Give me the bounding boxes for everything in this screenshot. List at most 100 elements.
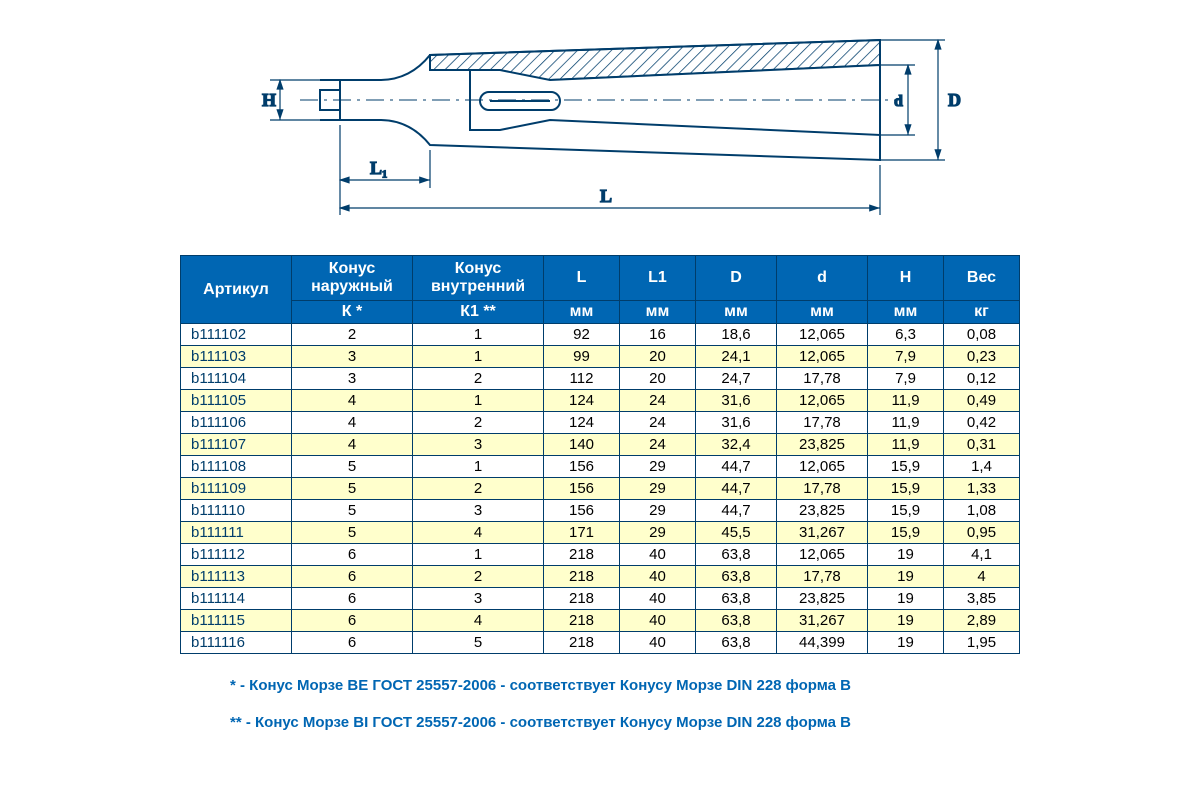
spec-table: АртикулКонус наружныйКонус внутреннийLL1… <box>180 255 1020 654</box>
cell-value: 17,78 <box>777 412 868 434</box>
cell-value: 1,08 <box>944 500 1020 522</box>
cell-value: 29 <box>620 522 696 544</box>
dim-label-H: H <box>262 90 276 110</box>
table-row: b111109521562944,717,7815,91,33 <box>181 478 1020 500</box>
cell-value: 0,49 <box>944 390 1020 412</box>
cell-value: 12,065 <box>777 456 868 478</box>
cell-article: b111113 <box>181 566 292 588</box>
cell-value: 29 <box>620 500 696 522</box>
table-row: b11110221921618,612,0656,30,08 <box>181 324 1020 346</box>
table-row: b11110331992024,112,0657,90,23 <box>181 346 1020 368</box>
col-subheader: мм <box>777 301 868 324</box>
cell-value: 11,9 <box>868 412 944 434</box>
cell-value: 16 <box>620 324 696 346</box>
cell-value: 23,825 <box>777 434 868 456</box>
cell-value: 1,33 <box>944 478 1020 500</box>
cell-value: 7,9 <box>868 346 944 368</box>
cell-value: 15,9 <box>868 456 944 478</box>
cell-value: 4 <box>292 434 413 456</box>
cell-value: 112 <box>544 368 620 390</box>
cell-value: 11,9 <box>868 434 944 456</box>
cell-value: 17,78 <box>777 368 868 390</box>
cell-value: 0,31 <box>944 434 1020 456</box>
cell-value: 19 <box>868 610 944 632</box>
cell-value: 40 <box>620 588 696 610</box>
cell-article: b111115 <box>181 610 292 632</box>
cell-value: 24,1 <box>696 346 777 368</box>
cell-value: 0,12 <box>944 368 1020 390</box>
cell-article: b111112 <box>181 544 292 566</box>
cell-value: 24 <box>620 412 696 434</box>
table-header: АртикулКонус наружныйКонус внутреннийLL1… <box>181 256 1020 324</box>
cell-value: 4 <box>292 412 413 434</box>
cell-article: b111114 <box>181 588 292 610</box>
cell-value: 45,5 <box>696 522 777 544</box>
footnote-2: ** - Конус Морзе BI ГОСТ 25557-2006 - со… <box>230 709 970 738</box>
table-row: b111107431402432,423,82511,90,31 <box>181 434 1020 456</box>
cell-value: 4 <box>292 390 413 412</box>
col-header: H <box>868 256 944 301</box>
cell-value: 99 <box>544 346 620 368</box>
cell-value: 12,065 <box>777 544 868 566</box>
cell-value: 29 <box>620 478 696 500</box>
cell-value: 19 <box>868 632 944 654</box>
cell-value: 40 <box>620 566 696 588</box>
col-header: L1 <box>620 256 696 301</box>
cell-article: b111116 <box>181 632 292 654</box>
cell-value: 63,8 <box>696 566 777 588</box>
cell-value: 17,78 <box>777 566 868 588</box>
sleeve-diagram: H D d L₁ L <box>200 20 1000 220</box>
cell-value: 2 <box>413 566 544 588</box>
cell-value: 5 <box>413 632 544 654</box>
cell-value: 1,95 <box>944 632 1020 654</box>
cell-value: 156 <box>544 478 620 500</box>
cell-value: 1 <box>413 544 544 566</box>
table-row: b111108511562944,712,06515,91,4 <box>181 456 1020 478</box>
footnote-1: * - Конус Морзе BE ГОСТ 25557-2006 - соо… <box>230 672 970 701</box>
table-row: b111112612184063,812,065194,1 <box>181 544 1020 566</box>
cell-value: 23,825 <box>777 588 868 610</box>
cell-value: 4 <box>413 610 544 632</box>
cell-value: 124 <box>544 412 620 434</box>
cell-value: 44,7 <box>696 478 777 500</box>
cell-value: 6 <box>292 588 413 610</box>
cell-value: 3 <box>413 434 544 456</box>
cell-value: 156 <box>544 456 620 478</box>
cell-article: b111107 <box>181 434 292 456</box>
col-header: D <box>696 256 777 301</box>
cell-value: 6 <box>292 610 413 632</box>
cell-value: 5 <box>292 500 413 522</box>
cell-value: 6,3 <box>868 324 944 346</box>
cell-value: 7,9 <box>868 368 944 390</box>
cell-value: 4 <box>413 522 544 544</box>
cell-value: 218 <box>544 566 620 588</box>
col-subheader: мм <box>544 301 620 324</box>
cell-value: 19 <box>868 544 944 566</box>
table-row: b111115642184063,831,267192,89 <box>181 610 1020 632</box>
cell-article: b111104 <box>181 368 292 390</box>
cell-value: 1 <box>413 456 544 478</box>
cell-value: 5 <box>292 478 413 500</box>
cell-article: b111106 <box>181 412 292 434</box>
cell-value: 12,065 <box>777 390 868 412</box>
cell-value: 24 <box>620 434 696 456</box>
table-row: b111104321122024,717,787,90,12 <box>181 368 1020 390</box>
cell-article: b111109 <box>181 478 292 500</box>
col-subheader: К * <box>292 301 413 324</box>
col-header: d <box>777 256 868 301</box>
cell-value: 2 <box>413 478 544 500</box>
cell-value: 31,267 <box>777 610 868 632</box>
cell-value: 0,95 <box>944 522 1020 544</box>
technical-drawing: H D d L₁ L <box>200 20 1000 225</box>
cell-value: 19 <box>868 588 944 610</box>
cell-value: 12,065 <box>777 324 868 346</box>
dim-label-L1: L₁ <box>370 158 387 178</box>
cell-value: 44,399 <box>777 632 868 654</box>
col-header: Конус внутренний <box>413 256 544 301</box>
cell-value: 31,267 <box>777 522 868 544</box>
col-subheader: мм <box>696 301 777 324</box>
col-subheader: кг <box>944 301 1020 324</box>
cell-value: 5 <box>292 522 413 544</box>
cell-value: 3 <box>292 368 413 390</box>
cell-value: 4,1 <box>944 544 1020 566</box>
